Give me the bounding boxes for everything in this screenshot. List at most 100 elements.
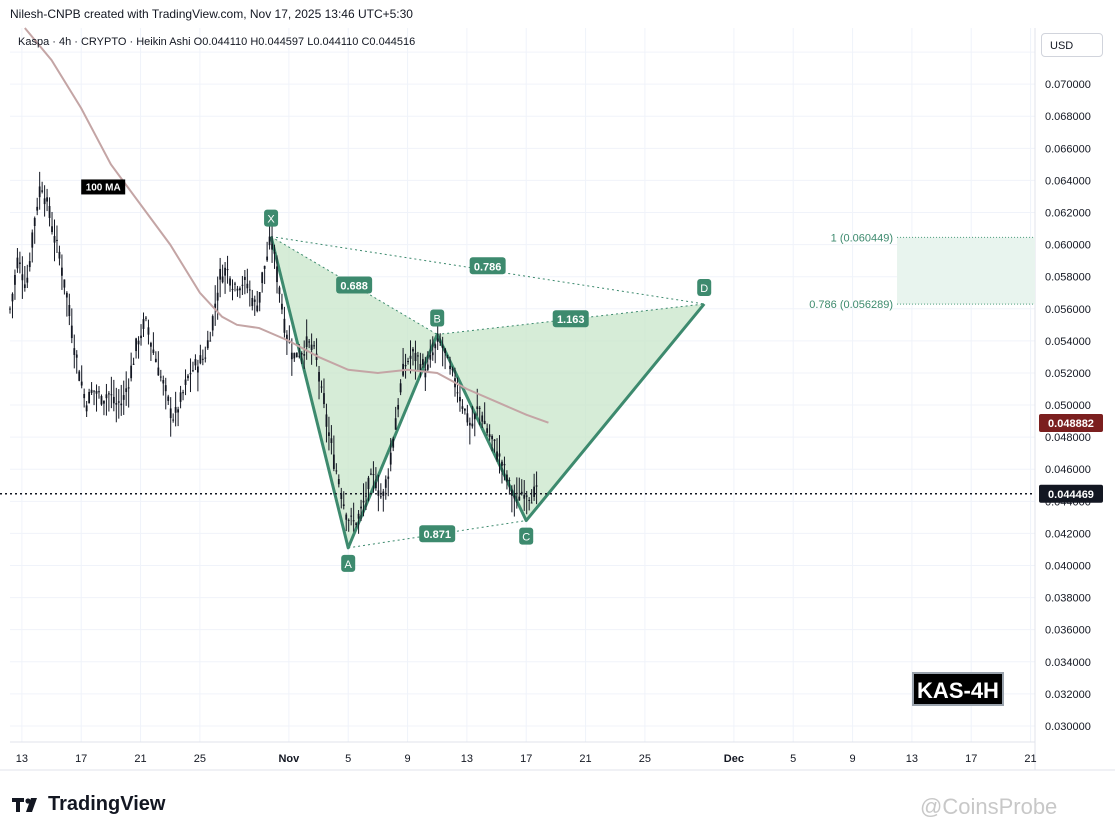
candle-body — [103, 400, 105, 404]
candle-body — [281, 303, 283, 310]
y-tick-label: 0.060000 — [1045, 240, 1091, 252]
y-tick-label: 0.068000 — [1045, 111, 1091, 123]
attribution-text: Nilesh-CNPB created with TradingView.com… — [10, 7, 413, 21]
candle-body — [226, 268, 229, 271]
candle-body — [481, 415, 484, 422]
ratio-label-box — [419, 525, 456, 543]
candle-body — [431, 352, 434, 356]
candle-body — [253, 299, 256, 302]
candle-body — [251, 297, 254, 307]
candle-body — [387, 476, 390, 479]
symbol-legend: Kaspa · 4h · CRYPTO · Heikin Ashi O0.044… — [18, 36, 416, 48]
candle-body — [234, 283, 236, 285]
candle-body — [337, 479, 340, 485]
candle-body — [501, 461, 503, 466]
candle-body — [182, 392, 184, 394]
candle-body — [117, 401, 120, 403]
y-tick-label: 0.066000 — [1045, 143, 1091, 155]
candle-body — [125, 388, 128, 392]
candle-body — [21, 274, 24, 281]
candle-body — [362, 500, 365, 503]
candle-body — [414, 352, 417, 362]
candle-body — [63, 279, 66, 288]
candle-body — [330, 438, 333, 443]
pattern-point-box-a — [341, 554, 356, 572]
candle-body — [377, 490, 380, 496]
candle-body — [295, 352, 298, 358]
y-tick-label: 0.034000 — [1045, 657, 1091, 669]
candle-body — [256, 305, 259, 312]
y-tick-label: 0.070000 — [1045, 79, 1091, 91]
candle-body — [308, 341, 311, 343]
candle-body — [345, 514, 348, 520]
candle-body — [446, 357, 449, 359]
candle-body — [231, 288, 234, 291]
candle-body — [246, 283, 249, 289]
candle-body — [461, 406, 464, 409]
candle-body — [340, 493, 343, 500]
y-tick-label: 0.038000 — [1045, 593, 1091, 605]
candle-body — [488, 434, 491, 438]
candle-body — [503, 463, 506, 466]
y-tick-label: 0.064000 — [1045, 175, 1091, 187]
candle-body — [273, 252, 276, 254]
candle-body — [276, 266, 278, 283]
candle-body — [58, 251, 61, 259]
pattern-point-box-c — [519, 527, 534, 545]
candle-body — [211, 316, 214, 331]
candle-body — [135, 338, 137, 352]
candle-body — [266, 256, 269, 261]
candle-body — [506, 474, 508, 482]
candle-body — [14, 274, 16, 285]
candle-body — [174, 407, 177, 413]
candle-body — [172, 419, 175, 421]
tradingview-logo[interactable]: TradingView — [12, 793, 165, 816]
candle-body — [51, 226, 53, 233]
candle-body — [355, 523, 358, 526]
candle-body — [177, 409, 180, 413]
candle-body — [214, 303, 217, 310]
candle-body — [392, 438, 395, 448]
candle-body — [105, 394, 108, 399]
pattern-point-box-b — [430, 309, 445, 327]
candle-body — [75, 354, 78, 358]
candle-body — [476, 406, 479, 410]
x-tick-label: 9 — [404, 753, 410, 765]
candle-body — [78, 371, 81, 381]
candle-body — [130, 365, 133, 379]
candle-body — [439, 341, 442, 343]
candle-body — [120, 403, 123, 406]
candle-body — [85, 405, 88, 412]
candle-body — [258, 292, 261, 303]
candle-body — [323, 393, 325, 405]
candle-body — [313, 345, 315, 347]
candle-body — [88, 391, 91, 404]
candle-body — [478, 407, 481, 409]
candle-body — [493, 439, 496, 441]
candle-body — [483, 420, 486, 425]
candle-body — [325, 414, 328, 427]
candle-body — [184, 379, 187, 385]
candle-body — [328, 432, 330, 436]
candle-body — [305, 336, 308, 348]
pattern-point-label-d: D — [700, 283, 708, 295]
pattern-point-box-d — [697, 278, 712, 296]
candle-body — [508, 480, 511, 482]
currency-selector[interactable]: USD — [1041, 33, 1103, 57]
candle-body — [204, 357, 207, 359]
candle-body — [525, 495, 528, 497]
candle-body — [261, 272, 264, 284]
candle-body — [335, 470, 338, 472]
y-tick-label: 0.040000 — [1045, 561, 1091, 573]
y-tick-label: 0.056000 — [1045, 304, 1091, 316]
candle-body — [374, 482, 377, 489]
candle-body — [68, 304, 71, 317]
ma-price-tag-text: 0.048882 — [1048, 418, 1094, 430]
candle-body — [169, 408, 172, 419]
candle-body — [397, 404, 400, 410]
candle-body — [132, 363, 135, 365]
candle-body — [451, 368, 454, 371]
ratio-line-xd — [270, 236, 705, 305]
candle-body — [56, 239, 58, 241]
